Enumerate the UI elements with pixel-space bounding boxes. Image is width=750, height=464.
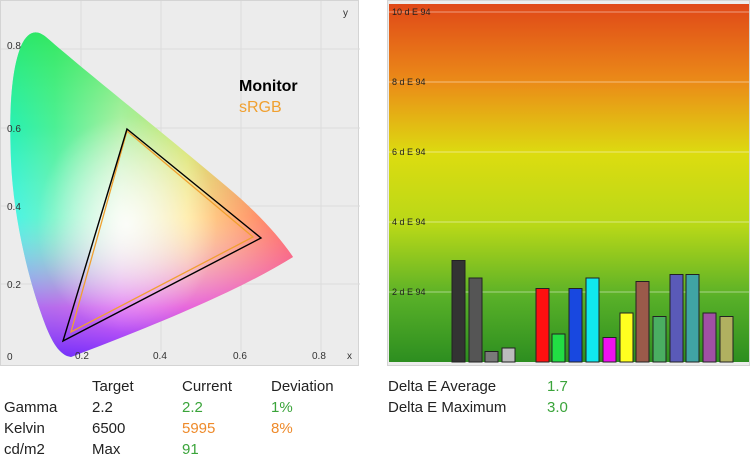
gamma-current: 2.2 <box>182 399 203 416</box>
y-tick-08: 0.8 <box>7 41 21 52</box>
delta-e-bar <box>619 312 634 363</box>
gamma-deviation: 1% <box>271 399 293 416</box>
delta-e-bar <box>669 274 684 363</box>
delta-e-bar <box>635 281 650 363</box>
kelvin-target: 6500 <box>92 420 126 437</box>
delta-e-chart: 2 d E 94 4 d E 94 6 d E 94 8 d E 94 10 d E 9… <box>387 0 750 366</box>
delta-e-y-tick: 6 d E 94 <box>392 147 426 157</box>
x-tick-06: 0.6 <box>233 351 247 362</box>
x-axis-label: x <box>347 351 352 362</box>
delta-e-bar <box>468 277 483 363</box>
delta-e-y-tick: 8 d E 94 <box>392 77 426 87</box>
luminance-label: cd/m2 <box>4 441 45 458</box>
y-tick-02: 0.2 <box>7 280 21 291</box>
calibration-stats: Target Current Deviation Gamma 2.2 2.2 1… <box>0 378 380 464</box>
y-tick-04: 0.4 <box>7 202 21 213</box>
delta-e-bars <box>451 260 734 363</box>
header-current: Current <box>182 378 233 395</box>
x-tick-08: 0.8 <box>312 351 326 362</box>
luminance-target: Max <box>92 441 121 458</box>
delta-e-grid: 2 d E 94 4 d E 94 6 d E 94 8 d E 94 10 d E 9… <box>389 7 749 297</box>
gamma-label: Gamma <box>4 399 58 416</box>
spectral-locus <box>10 32 293 358</box>
cie-gamut-chart: 0 0.2 0.4 0.6 0.8 x 0.2 0.4 0.6 0.8 y Mo… <box>0 0 360 366</box>
luminance-current: 91 <box>182 441 199 458</box>
kelvin-deviation: 8% <box>271 420 293 437</box>
cie-gamut-svg: 0 0.2 0.4 0.6 0.8 x 0.2 0.4 0.6 0.8 y Mo… <box>1 1 360 363</box>
delta-e-bar <box>568 288 583 363</box>
delta-e-bar <box>535 288 550 363</box>
delta-e-stats: Delta E Average 1.7 Delta E Maximum 3.0 <box>388 378 750 422</box>
kelvin-label: Kelvin <box>4 420 45 437</box>
header-target: Target <box>92 378 134 395</box>
delta-e-y-tick: 2 d E 94 <box>392 287 426 297</box>
delta-e-bar <box>652 316 667 363</box>
delta-e-bar <box>585 277 600 363</box>
x-tick-02: 0.2 <box>75 351 89 362</box>
delta-e-y-tick: 10 d E 94 <box>392 7 431 17</box>
delta-e-bar <box>602 337 617 363</box>
delta-e-bar <box>501 347 516 363</box>
legend-monitor: Monitor <box>239 78 298 95</box>
header-deviation: Deviation <box>271 378 334 395</box>
y-tick-06: 0.6 <box>7 124 21 135</box>
delta-e-bar <box>451 260 466 363</box>
delta-e-bar <box>719 316 734 363</box>
x-tick-0: 0 <box>7 352 13 363</box>
delta-e-svg: 2 d E 94 4 d E 94 6 d E 94 8 d E 94 10 d E 9… <box>389 4 749 363</box>
delta-e-average-label: Delta E Average <box>388 378 497 395</box>
gamma-target: 2.2 <box>92 399 113 416</box>
delta-e-bar <box>685 274 700 363</box>
delta-e-bar <box>702 312 717 363</box>
y-axis-label: y <box>343 8 348 19</box>
x-tick-04: 0.4 <box>153 351 167 362</box>
kelvin-current: 5995 <box>182 420 216 437</box>
legend-srgb: sRGB <box>239 99 282 116</box>
monitor-gamut-triangle <box>61 127 263 343</box>
delta-e-average-value: 1.7 <box>547 378 568 395</box>
delta-e-maximum-value: 3.0 <box>547 399 568 416</box>
srgb-gamut-triangle <box>69 129 255 334</box>
delta-e-bar <box>484 351 499 363</box>
delta-e-bar <box>551 333 566 363</box>
delta-e-maximum-label: Delta E Maximum <box>388 399 507 416</box>
delta-e-y-tick: 4 d E 94 <box>392 217 426 227</box>
